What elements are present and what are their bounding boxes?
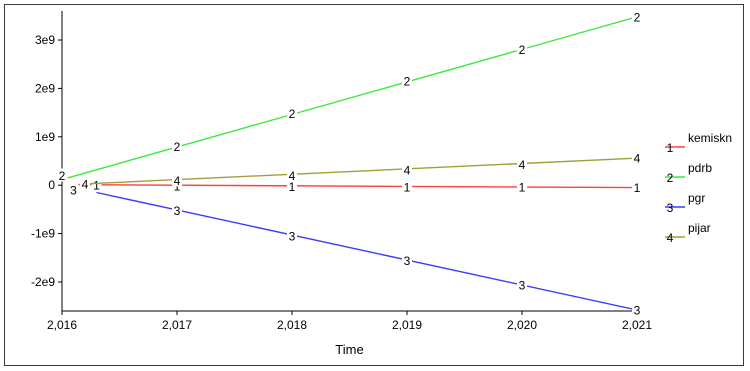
legend-marker-pijar: 4 (667, 231, 674, 245)
series-marker-bg (80, 177, 90, 191)
x-axis-title: Time (335, 342, 363, 357)
series-marker-pgr: 3 (70, 184, 77, 198)
series-marker-bg (172, 203, 182, 217)
x-tick-label: 2,016 (47, 318, 77, 332)
x-tick-label: 2,020 (507, 318, 537, 332)
legend-label-pijar: pijar (688, 221, 711, 235)
series-marker-pijar: 4 (404, 164, 411, 178)
series-marker-bg (517, 180, 527, 194)
chart-frame: -2e9 -1e9 0 1e9 2e9 3e9 2,016 2,017 2,018 2,019 2,… (4, 4, 744, 366)
series-line-kemiskn (73, 184, 638, 189)
series-marker-kemiskn: 1 (93, 179, 100, 193)
series-marker-kemiskn: 1 (289, 180, 296, 194)
series-marker-pdrb: 2 (634, 10, 641, 24)
y-tick-label: 2e9 (35, 81, 55, 95)
series-marker-bg (402, 253, 412, 267)
series-marker-kemiskn: 1 (174, 180, 181, 194)
y-tick-label: 3e9 (35, 33, 55, 47)
series-marker-pijar: 4 (82, 178, 89, 192)
series-marker-pdrb: 2 (59, 169, 66, 183)
line-chart: -2e9 -1e9 0 1e9 2e9 3e9 2,016 2,017 2,018 2,019 2,… (31, 9, 732, 357)
y-tick-label: 1e9 (35, 130, 55, 144)
series-marker-bg (402, 74, 412, 88)
series-marker-bg (517, 42, 527, 56)
series-marker-pijar: 4 (289, 169, 296, 183)
legend-marker-kemiskn: 1 (667, 141, 674, 155)
legend-label-kemiskn: kemiskn (688, 131, 732, 145)
series-marker-bg (91, 178, 102, 192)
series-marker-pdrb: 2 (174, 140, 181, 154)
series-marker-bg (632, 303, 642, 317)
y-tick-label: -1e9 (31, 227, 55, 241)
series-marker-pdrb: 2 (519, 43, 526, 57)
series-line-pijar (79, 157, 638, 185)
series-marker-pdrb: 2 (289, 107, 296, 121)
x-tick-label: 2,021 (622, 318, 652, 332)
series-marker-bg (517, 157, 527, 171)
y-tick-label: -2e9 (31, 275, 55, 289)
series-marker-pijar: 4 (174, 174, 181, 188)
series-marker-pgr: 3 (174, 204, 181, 218)
series-marker-bg (287, 229, 297, 242)
series-marker-pgr: 3 (289, 230, 296, 244)
y-tick-label: 0 (48, 178, 55, 192)
series-line-pdrb (67, 16, 638, 179)
series-marker-pgr: 3 (404, 254, 411, 268)
series-marker-bg (57, 168, 67, 182)
series-line-pgr (96, 191, 638, 311)
series-marker-bg (632, 151, 642, 165)
series-marker-bg (517, 277, 527, 291)
x-tick-label: 2,019 (392, 318, 422, 332)
x-tick-label: 2,017 (162, 318, 192, 332)
series-marker-bg (287, 179, 297, 193)
x-tick-label: 2,018 (277, 318, 307, 332)
legend-marker-pgr: 3 (667, 201, 674, 215)
series-marker-bg (402, 180, 412, 194)
series-marker-bg (68, 183, 79, 197)
series-marker-bg (172, 139, 182, 153)
series-marker-pijar: 4 (634, 152, 641, 166)
series-marker-bg (632, 9, 642, 23)
series-marker-pdrb: 2 (404, 75, 411, 89)
series-marker-kemiskn: 1 (404, 181, 411, 195)
series-marker-bg (402, 163, 412, 177)
series-marker-kemiskn: 1 (634, 181, 641, 195)
series-marker-pgr: 3 (519, 278, 526, 292)
legend-label-pdrb: pdrb (688, 161, 712, 175)
series-marker-bg (172, 173, 182, 187)
series-marker-bg (632, 180, 642, 194)
legend-marker-pdrb: 2 (667, 171, 674, 185)
series-marker-pijar: 4 (519, 158, 526, 172)
series-marker-bg (287, 168, 297, 182)
legend-label-pgr: pgr (688, 191, 705, 205)
series-marker-pgr: 3 (634, 304, 641, 318)
series-marker-bg (287, 106, 297, 120)
series-marker-kemiskn: 1 (519, 181, 526, 195)
